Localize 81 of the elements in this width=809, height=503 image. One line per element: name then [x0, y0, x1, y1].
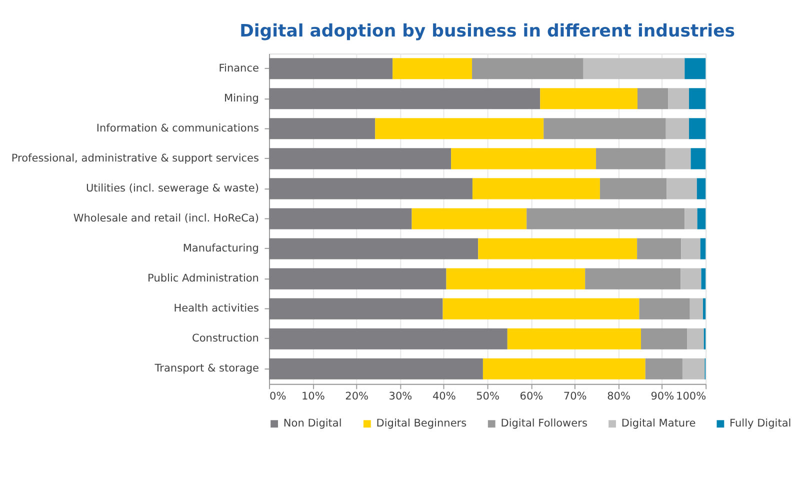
- bar: [637, 88, 668, 110]
- x-tick-label: 20%: [345, 390, 369, 403]
- bar: [478, 238, 638, 260]
- x-tick-label: 10%: [301, 390, 325, 403]
- x-tick-label: 40%: [432, 390, 456, 403]
- bar: [269, 118, 376, 140]
- bar: [690, 148, 706, 170]
- bar: [392, 58, 472, 80]
- bar: [442, 298, 640, 320]
- x-tick-label: 0%: [270, 390, 286, 403]
- y-tick-label: Transport & storage: [154, 362, 259, 375]
- bar: [700, 238, 706, 260]
- bar: [269, 208, 412, 230]
- y-tick-label: Construction: [192, 332, 259, 345]
- bar: [684, 58, 706, 80]
- bar: [269, 88, 540, 110]
- y-tick-label: Finance: [218, 62, 259, 74]
- bar: [697, 208, 706, 230]
- x-tick-label: 100%: [676, 390, 706, 403]
- bar: [269, 358, 483, 380]
- x-tick-label: 80%: [607, 390, 630, 403]
- bar: [585, 268, 681, 290]
- bar: [684, 208, 698, 230]
- bar: [689, 118, 706, 140]
- bar: [689, 88, 706, 110]
- legend-label: Fully Digital: [730, 418, 792, 430]
- bar: [412, 208, 527, 230]
- bar: [375, 118, 544, 140]
- bar: [687, 328, 704, 350]
- bar: [482, 358, 646, 380]
- bar: [269, 268, 446, 290]
- chart-title: Digital adoption by business in different industries: [240, 21, 736, 42]
- x-tick-label: 70%: [563, 390, 587, 403]
- bar: [269, 178, 472, 200]
- y-tick-label: Public Administration: [148, 272, 259, 285]
- bar: [639, 298, 690, 320]
- bar: [526, 208, 685, 230]
- bar: [451, 148, 596, 170]
- bar: [702, 298, 706, 320]
- bar: [666, 178, 697, 200]
- bar: [668, 88, 690, 110]
- bar: [682, 358, 705, 380]
- x-tick-label: 50%: [476, 390, 500, 403]
- x-tick-label: 90%: [650, 390, 674, 403]
- bar: [269, 298, 443, 320]
- x-tick-label: 60%: [520, 390, 544, 403]
- bar: [645, 358, 682, 380]
- bar: [269, 58, 393, 80]
- legend-label: Digital Followers: [500, 418, 588, 430]
- bar: [540, 88, 638, 110]
- y-tick-label: Professional, administrative & support services: [11, 152, 259, 165]
- bar: [600, 178, 667, 200]
- bar: [681, 238, 700, 260]
- bar: [696, 178, 706, 200]
- bar: [666, 118, 690, 140]
- y-tick-label: Information & communications: [96, 122, 259, 135]
- y-tick-label: Utilities (incl. sewerage & waste): [86, 182, 259, 195]
- legend-label: Digital Mature: [621, 418, 696, 430]
- bar: [680, 268, 702, 290]
- y-tick-label: Mining: [224, 92, 259, 104]
- bar: [583, 58, 685, 80]
- bar: [637, 238, 682, 260]
- bar: [640, 328, 688, 350]
- y-tick-label: Health activities: [174, 302, 259, 315]
- legend-label: Digital Beginners: [376, 418, 467, 430]
- bar: [472, 58, 584, 80]
- legend-label: Non Digital: [283, 418, 342, 430]
- bar: [596, 148, 666, 170]
- bar: [269, 238, 478, 260]
- bar: [269, 148, 452, 170]
- x-tick-label: 30%: [388, 390, 412, 403]
- bar: [446, 268, 586, 290]
- bar: [544, 118, 666, 140]
- y-tick-label: Manufacturing: [182, 242, 259, 255]
- bar: [665, 148, 691, 170]
- bar: [701, 268, 706, 290]
- bar: [507, 328, 641, 350]
- y-tick-label: Wholesale and retail (incl. HoReCa): [73, 212, 259, 225]
- bar: [269, 328, 508, 350]
- bar: [472, 178, 600, 200]
- bar: [690, 298, 703, 320]
